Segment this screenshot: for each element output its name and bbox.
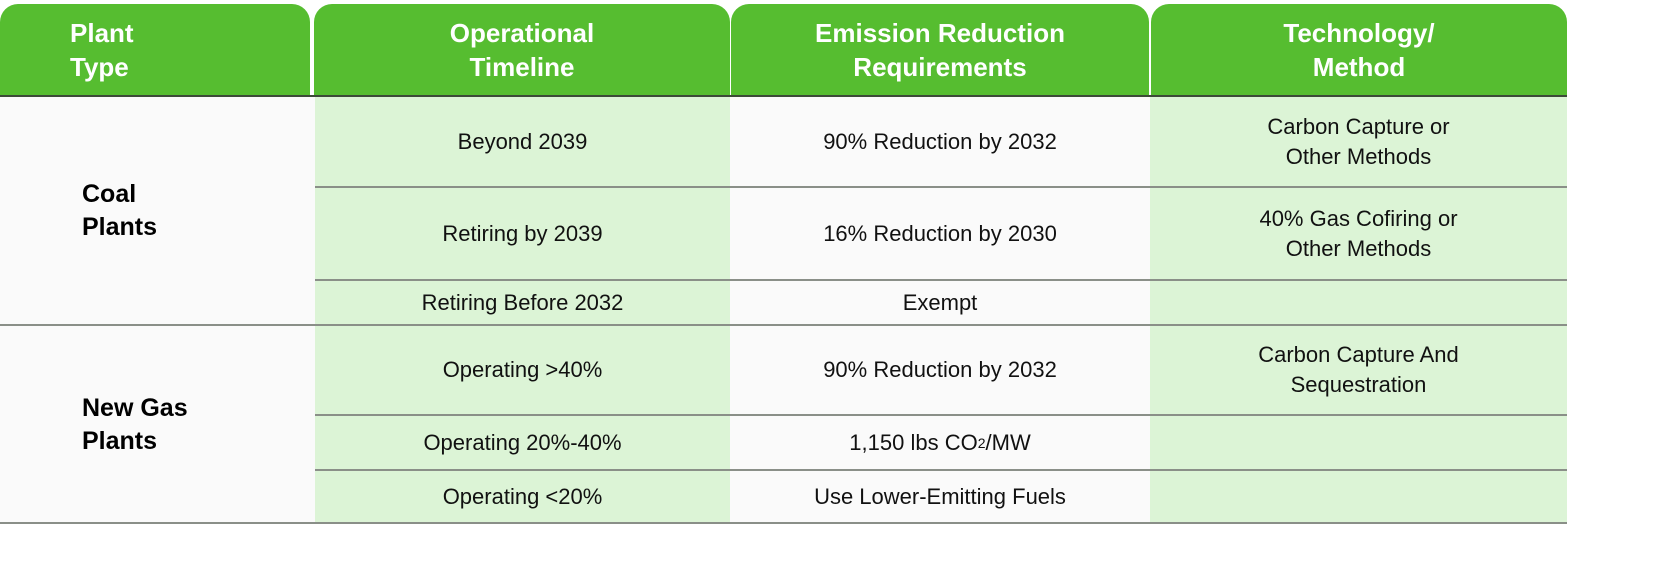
header-label: Technology/ Method	[1283, 17, 1435, 82]
subscript: 2	[977, 434, 986, 451]
row-divider	[315, 279, 1567, 281]
requirement-cell: Exempt	[902, 289, 978, 315]
requirement-cell: 1,150 lbs CO 2/MW	[730, 416, 1150, 469]
header-label: Operational Timeline	[449, 17, 595, 82]
method-cell: 40% Gas Cofiring or Other Methods	[1259, 205, 1458, 261]
timeline-cell: Retiring Before 2032	[421, 289, 624, 315]
requirement-unit: /MW	[985, 429, 1031, 455]
method-cell: Carbon Capture And Sequestration	[1258, 342, 1459, 397]
table-bottom-line	[0, 522, 1567, 524]
group-new-gas-plants: New Gas Plants	[82, 394, 188, 455]
row-divider	[315, 186, 1567, 188]
header-requirements: Emission Reduction Requirements	[731, 4, 1149, 95]
requirement-cell: 90% Reduction by 2032	[823, 128, 1057, 154]
header-label: Emission Reduction Requirements	[815, 17, 1065, 82]
timeline-cell: Operating 20%-40%	[423, 429, 622, 455]
timeline-cell: Operating <20%	[442, 483, 603, 509]
row-divider	[315, 469, 1567, 471]
row-divider	[315, 414, 1567, 416]
header-timeline: Operational Timeline	[314, 4, 730, 95]
timeline-cell: Beyond 2039	[457, 128, 588, 154]
requirement-text: 1,150 lbs CO	[849, 429, 978, 455]
timeline-column	[315, 97, 730, 524]
group-divider	[0, 324, 1567, 326]
header-label: Plant Type	[70, 17, 134, 82]
timeline-cell: Operating >40%	[442, 357, 603, 382]
method-cell: Carbon Capture or Other Methods	[1267, 113, 1450, 169]
method-column	[1150, 97, 1567, 524]
header-method: Technology/ Method	[1151, 4, 1567, 95]
requirement-cell: 16% Reduction by 2030	[823, 220, 1057, 246]
requirement-cell: 90% Reduction by 2032	[823, 357, 1057, 382]
group-coal-plants: Coal Plants	[82, 180, 158, 241]
timeline-cell: Retiring by 2039	[442, 220, 603, 246]
requirement-cell: Use Lower-Emitting Fuels	[814, 483, 1066, 509]
header-plant-type: Plant Type	[0, 4, 310, 95]
header-divider	[0, 95, 1567, 97]
emission-rules-table: Plant Type Operational Timeline Emission…	[0, 4, 1567, 524]
plant-type-column	[0, 97, 315, 524]
requirements-column	[730, 97, 1150, 524]
